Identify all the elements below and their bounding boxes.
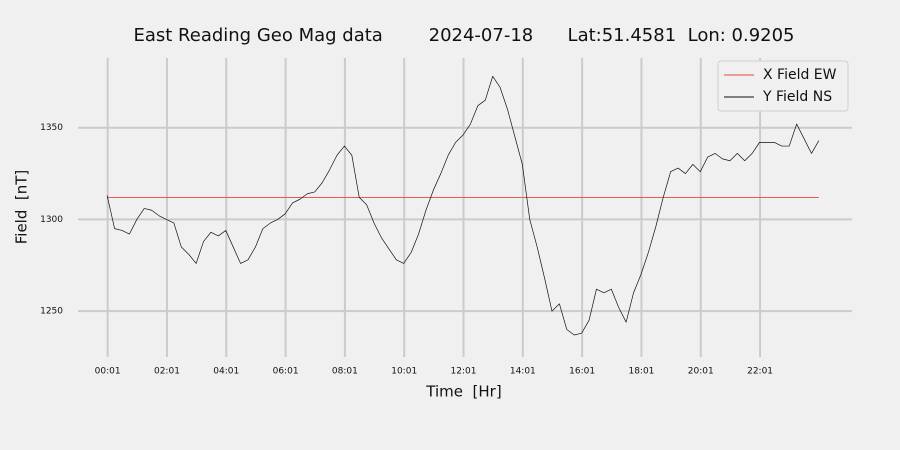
x-tick-label: 16:01	[569, 367, 595, 377]
x-tick-label: 08:01	[332, 367, 358, 377]
chart-title: East Reading Geo Mag data 2024-07-18 Lat…	[133, 25, 794, 46]
y-axis-label: Field [nT]	[13, 170, 31, 245]
x-tick-label: 22:01	[747, 367, 773, 377]
x-tick-label: 12:01	[451, 367, 477, 377]
legend-box	[717, 60, 849, 112]
x-tick-label: 02:01	[154, 367, 180, 377]
y-tick-label: 1300	[40, 215, 63, 225]
y-tick-label: 1350	[40, 123, 63, 133]
x-tick-label: 04:01	[213, 367, 239, 377]
x-tick-label: 18:01	[628, 367, 654, 377]
y-tick-label: 1250	[40, 307, 63, 317]
series-line	[106, 75, 820, 336]
legend-label: X Field EW	[763, 67, 837, 83]
x-tick-label: 10:01	[391, 367, 417, 377]
legend: X Field EW Y Field NS	[717, 60, 849, 112]
x-tick-label: 20:01	[688, 367, 714, 377]
x-tick-label: 14:01	[510, 367, 536, 377]
x-axis-label: Time [Hr]	[425, 383, 501, 401]
x-tick-label: 06:01	[273, 367, 299, 377]
legend-label: Y Field NS	[762, 89, 832, 105]
x-tick-label: 00:01	[95, 367, 121, 377]
